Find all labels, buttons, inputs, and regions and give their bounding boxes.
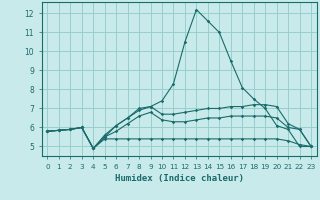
X-axis label: Humidex (Indice chaleur): Humidex (Indice chaleur) — [115, 174, 244, 183]
